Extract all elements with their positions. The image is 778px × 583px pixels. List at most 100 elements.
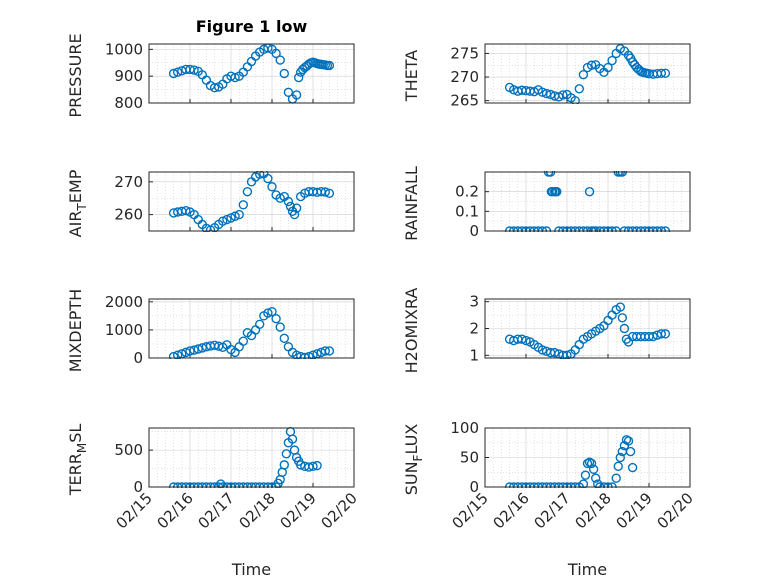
y-axis-label: SUNFLUX	[402, 424, 425, 496]
data-point	[324, 346, 335, 356]
data-point	[304, 351, 314, 359]
data-point	[574, 84, 584, 94]
y-label-main: H2OMIXRA	[402, 288, 421, 374]
axes-frame	[148, 171, 355, 232]
axes-border	[484, 298, 691, 359]
data-point	[591, 473, 601, 483]
y-label-tail: LUX	[402, 424, 421, 455]
data-point	[312, 460, 322, 471]
x-tick-label: 02/19	[613, 489, 656, 532]
data-point	[173, 350, 183, 359]
subplot-air: 260 270 AIRTEMP	[66, 169, 355, 237]
y-tick-label: 0.2	[455, 183, 479, 201]
axes-border	[484, 43, 691, 104]
subplot-terr: 050002/1502/1602/1702/1802/1902/20TimeTE…	[66, 424, 361, 579]
data-point	[521, 335, 531, 346]
y-tick-label: 270	[450, 68, 479, 86]
x-tick-label: 02/18	[572, 489, 615, 532]
y-tick-label: 0	[133, 349, 143, 367]
data-point	[550, 347, 560, 358]
data-point	[656, 68, 666, 78]
data-point	[623, 436, 634, 446]
data-point	[615, 302, 625, 312]
data-point	[271, 313, 281, 324]
x-tick-label: 02/16	[154, 489, 197, 532]
x-tick-label: 02/19	[277, 489, 320, 532]
data-point	[181, 205, 191, 216]
data-point	[281, 449, 292, 459]
data-point	[181, 347, 191, 358]
data-point	[324, 60, 335, 71]
data-point	[320, 346, 330, 356]
axes-border	[148, 427, 355, 488]
y-label-main: RAINFALL	[402, 166, 421, 241]
data-point	[660, 68, 671, 78]
axes-frame	[148, 427, 355, 488]
y-label-main: PRESSURE	[66, 33, 85, 117]
y-tick-label: 265	[450, 92, 479, 110]
data-point	[285, 201, 296, 212]
y-tick-label: 1000	[105, 40, 143, 58]
data-point	[607, 55, 617, 66]
data-point	[613, 461, 623, 472]
data-point	[283, 196, 294, 207]
data-point	[255, 171, 265, 179]
subplot-h2omixra: 1 2 3 H2OMIXRA	[402, 288, 691, 374]
data-point	[619, 323, 630, 334]
data-point	[283, 87, 294, 97]
data-point	[625, 446, 636, 457]
data-point	[578, 69, 589, 80]
y-tick-label: 275	[450, 44, 479, 62]
data-point	[287, 434, 298, 444]
subplot-theta: 265 270 275 THETA	[402, 43, 691, 110]
data-point	[552, 186, 562, 197]
data-point	[218, 216, 228, 226]
data-point	[222, 214, 232, 225]
y-tick-label: 0	[133, 478, 143, 496]
y-axis-label: AIRTEMP	[66, 169, 89, 237]
data-markers	[504, 302, 671, 359]
data-point	[537, 87, 548, 97]
y-tick-label: 1000	[105, 321, 143, 339]
subplot-sun: 05010002/1502/1602/1702/1802/1902/20Time…	[402, 419, 697, 579]
y-label-subscript: T	[75, 203, 89, 212]
y-tick-label: 0	[469, 478, 479, 496]
data-point	[230, 211, 240, 221]
data-point	[586, 60, 597, 70]
data-point	[578, 479, 589, 488]
data-point	[296, 460, 306, 470]
data-point	[293, 72, 304, 83]
y-tick-label: 3	[469, 293, 479, 311]
y-tick-label: 900	[114, 67, 143, 85]
x-tick-label: 02/18	[236, 489, 279, 532]
y-tick-label: 100	[450, 419, 479, 437]
y-axis-label: PRESSURE	[66, 33, 85, 117]
y-tick-label: 260	[114, 206, 143, 224]
y-tick-label: 2000	[105, 293, 143, 311]
y-label-main: TERR	[66, 453, 85, 496]
data-point	[570, 95, 580, 104]
subplot-rainfall: 0 0.10.2 RAINFALL	[402, 166, 691, 241]
data-point	[226, 213, 236, 223]
x-axis-label: Time	[231, 560, 271, 579]
y-label-main: AIR	[66, 211, 85, 238]
subplot-pressure: 800 900 1000 PRESSURE	[66, 33, 355, 118]
y-axis-label: RAINFALL	[402, 166, 421, 241]
data-point	[209, 83, 220, 93]
data-point	[615, 452, 625, 463]
data-point	[324, 188, 335, 199]
data-point	[320, 187, 330, 197]
subplot-mixdepth: 0 1000 2000 MIXDEPTH	[66, 289, 355, 372]
data-point	[308, 350, 318, 359]
data-point	[279, 460, 289, 470]
data-point	[238, 336, 249, 346]
data-point	[291, 203, 302, 213]
y-tick-label: 2	[469, 320, 479, 338]
data-point	[279, 68, 289, 79]
x-tick-label: 02/17	[531, 489, 574, 532]
data-point	[580, 470, 591, 480]
data-point	[275, 193, 285, 203]
data-point	[611, 473, 621, 483]
x-tick-label: 02/17	[195, 489, 238, 532]
data-point	[291, 350, 302, 359]
